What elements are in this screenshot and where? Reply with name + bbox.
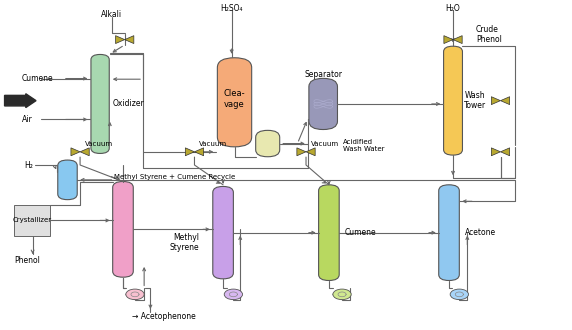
Text: Clea-
vage: Clea- vage — [224, 89, 245, 109]
Polygon shape — [491, 97, 500, 105]
Text: Acidified
Wash Water: Acidified Wash Water — [343, 139, 385, 152]
FancyBboxPatch shape — [256, 130, 280, 157]
Polygon shape — [185, 148, 194, 156]
FancyBboxPatch shape — [213, 186, 233, 279]
FancyBboxPatch shape — [439, 185, 459, 280]
Text: Methyl Styrene + Cumene Recycle: Methyl Styrene + Cumene Recycle — [114, 174, 236, 180]
Polygon shape — [491, 148, 500, 156]
Text: Crude
Phenol: Crude Phenol — [476, 25, 502, 44]
Text: Phenol: Phenol — [14, 256, 40, 265]
Text: Separator: Separator — [304, 70, 342, 79]
Polygon shape — [297, 148, 306, 156]
Text: Air: Air — [22, 115, 33, 124]
Polygon shape — [306, 148, 315, 156]
Polygon shape — [500, 148, 510, 156]
Text: H₂O: H₂O — [446, 4, 460, 13]
Polygon shape — [116, 36, 125, 44]
Polygon shape — [71, 148, 80, 156]
Polygon shape — [453, 36, 462, 44]
FancyBboxPatch shape — [309, 78, 337, 129]
Text: Vacuum: Vacuum — [85, 141, 113, 147]
FancyBboxPatch shape — [444, 46, 463, 155]
Text: Vacuum: Vacuum — [311, 141, 339, 147]
Text: Acetone: Acetone — [464, 228, 495, 237]
Text: Methyl
Styrene: Methyl Styrene — [169, 233, 199, 252]
Polygon shape — [444, 36, 453, 44]
Text: H₂: H₂ — [24, 160, 33, 170]
Circle shape — [126, 289, 144, 300]
Polygon shape — [80, 148, 89, 156]
FancyArrow shape — [5, 94, 36, 108]
Circle shape — [450, 289, 468, 300]
Circle shape — [224, 289, 243, 300]
Polygon shape — [125, 36, 134, 44]
Text: Crystallizer: Crystallizer — [13, 217, 52, 223]
FancyBboxPatch shape — [58, 160, 77, 200]
Text: H₂SO₄: H₂SO₄ — [220, 4, 243, 13]
FancyBboxPatch shape — [217, 58, 252, 147]
Text: Wash
Tower: Wash Tower — [464, 91, 487, 110]
Polygon shape — [500, 97, 510, 105]
FancyBboxPatch shape — [91, 54, 109, 153]
Text: Cumene: Cumene — [22, 74, 53, 83]
Text: Cumene: Cumene — [344, 228, 376, 237]
Polygon shape — [194, 148, 204, 156]
FancyBboxPatch shape — [113, 182, 133, 277]
Text: → Acetophenone: → Acetophenone — [132, 312, 195, 321]
Text: Oxidizer: Oxidizer — [113, 99, 145, 109]
Text: Alkali: Alkali — [101, 10, 122, 19]
FancyBboxPatch shape — [14, 205, 50, 236]
Text: Vacuum: Vacuum — [199, 141, 227, 147]
FancyBboxPatch shape — [319, 185, 339, 280]
Circle shape — [333, 289, 351, 300]
